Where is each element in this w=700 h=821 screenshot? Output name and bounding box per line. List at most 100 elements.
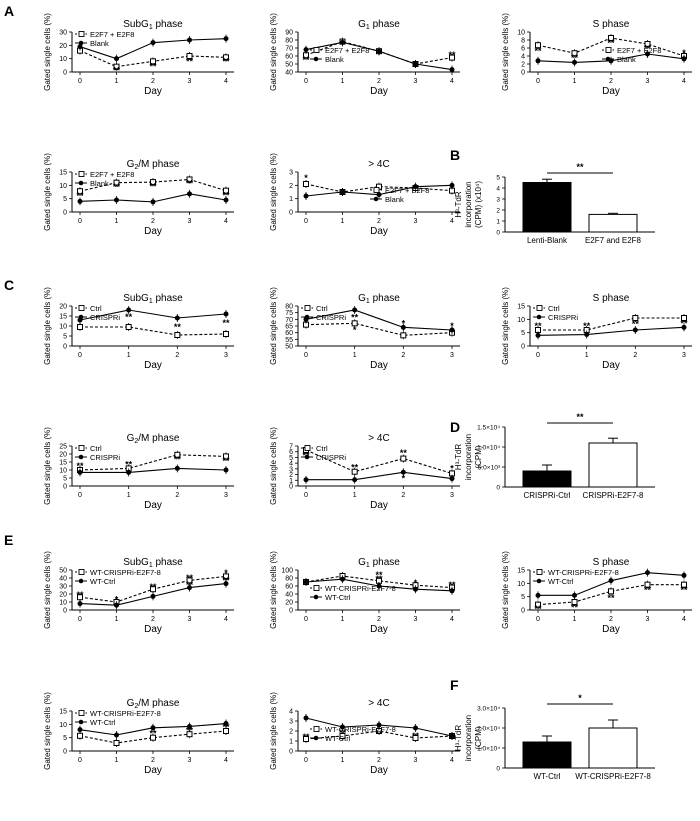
x-tick-label: 3	[646, 616, 650, 623]
significance-mark: **	[222, 456, 230, 466]
y-axis-label: Gated single cells (%)	[269, 427, 278, 505]
chart-title: > 4C	[368, 159, 389, 170]
legend: WT-CRISPRi-E2F7-8WT-Ctrl	[75, 568, 161, 586]
data-point-filled	[187, 585, 192, 591]
data-point-filled	[400, 469, 406, 475]
y-tick-label: 20	[59, 452, 67, 459]
x-tick-label: 1	[353, 492, 357, 499]
significance-mark: **	[186, 179, 194, 189]
data-point-filled	[645, 570, 650, 576]
legend-marker-open	[313, 726, 320, 732]
category-label: WT-Ctrl	[533, 772, 560, 781]
legend: WT-CRISPRi-E2F7-8WT-Ctrl	[310, 584, 396, 602]
significance-mark: **	[571, 602, 579, 612]
significance-mark: **	[125, 312, 133, 322]
y-tick-label: 8	[521, 38, 525, 45]
x-tick-label: 0	[304, 78, 308, 85]
legend-marker-open	[605, 47, 612, 53]
data-point-filled	[376, 192, 382, 198]
data-point-open	[150, 179, 156, 186]
title-part: phase	[153, 557, 183, 568]
y-axis-label: Gated single cells (%)	[501, 287, 510, 365]
significance-mark: **	[534, 604, 542, 614]
legend-label: Blank	[617, 55, 636, 64]
data-point-open	[351, 468, 358, 475]
legend-label: CRISPRi	[90, 313, 120, 322]
significance-mark: **	[375, 729, 383, 739]
y-tick-label: 4	[496, 186, 500, 193]
significance-mark: **	[583, 321, 591, 331]
x-tick-label: 0	[536, 352, 540, 359]
y-tick-label: 20	[285, 600, 293, 607]
title-part: phase	[153, 19, 183, 30]
data-point-filled	[352, 307, 358, 313]
data-point-filled	[223, 721, 229, 727]
legend-label: Blank	[90, 39, 109, 48]
significance-mark: **	[186, 56, 194, 66]
data-point-open	[644, 581, 651, 588]
data-point-filled	[303, 579, 309, 585]
data-point-filled	[632, 327, 638, 333]
significance-mark: **	[174, 455, 182, 465]
data-point-filled	[340, 724, 345, 730]
significance-mark: **	[351, 312, 359, 322]
title-part: /M phase	[138, 433, 180, 444]
data-point-open	[150, 586, 156, 593]
x-tick-label: 1	[341, 218, 345, 225]
significance-mark: **	[448, 580, 456, 590]
significance-mark: *	[450, 321, 454, 331]
data-point-filled	[449, 182, 455, 188]
x-tick-label: 0	[304, 218, 308, 225]
x-tick-label: 2	[377, 616, 381, 623]
y-tick-label: 0	[289, 608, 293, 615]
data-point-filled	[77, 601, 83, 607]
y-tick-label: 5	[63, 735, 67, 742]
legend-marker-filled	[304, 454, 310, 460]
series-line	[305, 575, 453, 589]
y-tick-label: 0	[63, 210, 67, 217]
data-point-filled	[449, 588, 455, 594]
significance-mark: **	[149, 582, 157, 592]
data-point-filled	[303, 47, 309, 53]
y-tick-label: 30	[59, 30, 67, 37]
y-tick-label: 75	[285, 310, 293, 317]
data-point-filled	[449, 476, 455, 482]
x-axis-label: Day	[602, 624, 620, 635]
y-tick-label: 1	[289, 739, 293, 746]
data-point-open	[186, 176, 193, 183]
y-tick-label: 50	[285, 344, 293, 351]
y-tick-label: 2	[496, 208, 500, 215]
y-tick-label: 15	[59, 709, 67, 716]
panel-letter-C: C	[4, 277, 14, 293]
y-tick-label: 0	[63, 70, 67, 77]
series-line	[80, 467, 227, 473]
legend-marker-open	[304, 305, 311, 311]
x-tick-label: 1	[353, 352, 357, 359]
series-line	[537, 326, 685, 336]
significance-mark: *	[450, 463, 454, 473]
significance-mark: **	[632, 319, 640, 329]
x-tick-label: 3	[188, 757, 192, 764]
significance-mark: *	[224, 568, 228, 578]
y-tick-label: 5	[63, 196, 67, 203]
title-subscript: 1	[149, 562, 153, 569]
significance-mark: **	[174, 322, 182, 332]
y-axis-label: Gated single cells (%)	[269, 692, 278, 770]
significance-mark: **	[680, 318, 688, 328]
legend-marker-open	[536, 305, 543, 311]
y-tick-label: 10	[59, 56, 67, 63]
y-tick-label: 3	[289, 719, 293, 726]
legend-marker-open	[313, 585, 320, 591]
y-tick-label: 40	[59, 576, 67, 583]
y-tick-label: 2	[289, 183, 293, 190]
x-axis-label: Day	[370, 500, 388, 511]
y-axis-label: Gated single cells (%)	[43, 551, 52, 629]
legend: WT-CRISPRi-E2F7-8WT-Ctrl	[533, 568, 619, 586]
